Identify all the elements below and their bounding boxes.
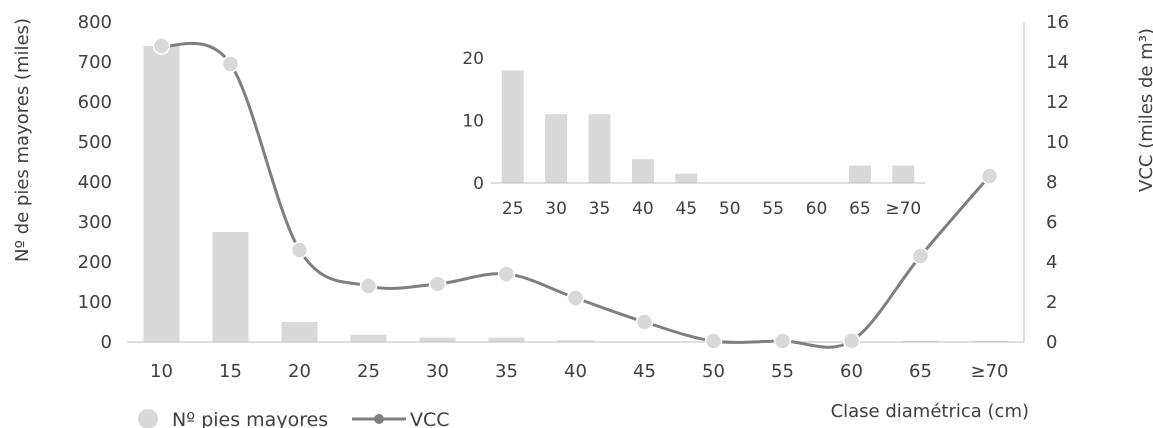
x-axis-title: Clase diamétrica (cm)	[831, 401, 1029, 422]
vcc-point-≥70	[980, 167, 999, 185]
inset-bar-45	[675, 173, 698, 183]
y-tick-left-0: 0	[101, 332, 112, 353]
y-tick-right-14: 14	[1046, 52, 1069, 73]
vcc-point-55	[773, 332, 792, 350]
vcc-point-45	[635, 313, 654, 331]
vcc-point-10	[152, 37, 171, 55]
inset-x-tick-25: 25	[502, 199, 524, 219]
x-tick-≥70: ≥70	[971, 361, 1009, 382]
inset-x-tick-30: 30	[545, 199, 567, 219]
y-tick-left-400: 400	[78, 172, 112, 193]
inset-x-tick-60: 60	[806, 199, 828, 219]
inset-x-tick-40: 40	[632, 199, 654, 219]
x-tick-45: 45	[633, 361, 656, 382]
x-tick-35: 35	[495, 361, 518, 382]
vcc-point-15	[221, 55, 240, 73]
inset-x-tick-45: 45	[675, 199, 697, 219]
inset-x-tick-35: 35	[589, 199, 611, 219]
vcc-point-40	[566, 289, 585, 307]
y-tick-left-500: 500	[78, 132, 112, 153]
x-tick-30: 30	[426, 361, 449, 382]
vcc-point-60	[842, 332, 861, 350]
bar-pies-20	[281, 322, 318, 342]
inset-bar-25	[501, 70, 524, 183]
inset-bar-30	[545, 114, 568, 183]
legend: Nº pies mayores VCC	[138, 409, 450, 428]
y-tick-right-4: 4	[1046, 252, 1057, 273]
bar-pies-30	[419, 337, 456, 342]
x-tick-55: 55	[771, 361, 794, 382]
legend-vcc-label: VCC	[410, 409, 450, 428]
bar-pies-≥70	[971, 340, 1008, 342]
legend-pies-marker	[138, 409, 158, 428]
y-tick-right-0: 0	[1046, 332, 1057, 353]
x-tick-60: 60	[840, 361, 863, 382]
y-tick-right-2: 2	[1046, 292, 1057, 313]
bar-pies-35	[488, 337, 525, 342]
main-plot: 0100200300400500600700800024681012141610…	[12, 12, 1153, 422]
y-tick-right-12: 12	[1046, 92, 1069, 113]
y-tick-left-700: 700	[78, 52, 112, 73]
y-tick-left-800: 800	[78, 12, 112, 33]
vcc-point-30	[428, 275, 447, 293]
inset-bar-65	[848, 165, 871, 183]
x-tick-20: 20	[288, 361, 311, 382]
inset-plot: 0 10 20 25 30 35 40 45 50 55 60 65 ≥70	[462, 49, 925, 219]
y-tick-left-200: 200	[78, 252, 112, 273]
inset-x-tick-50: 50	[719, 199, 741, 219]
legend-pies-label: Nº pies mayores	[172, 409, 328, 428]
y-tick-left-100: 100	[78, 292, 112, 313]
x-tick-25: 25	[357, 361, 380, 382]
y-tick-left-600: 600	[78, 92, 112, 113]
y-tick-right-10: 10	[1046, 132, 1069, 153]
y-tick-left-300: 300	[78, 212, 112, 233]
inset-y-tick-10: 10	[462, 112, 484, 132]
y-tick-right-8: 8	[1046, 172, 1057, 193]
vcc-point-20	[290, 241, 309, 259]
vcc-point-50	[704, 332, 723, 350]
bar-pies-10	[143, 46, 180, 342]
inset-y-tick-20: 20	[462, 49, 484, 69]
inset-x-tick-≥70: ≥70	[885, 199, 921, 219]
y-tick-right-16: 16	[1046, 12, 1069, 33]
vcc-point-25	[359, 277, 378, 295]
inset-bar-35	[588, 114, 611, 183]
inset-x-tick-55: 55	[762, 199, 784, 219]
x-tick-40: 40	[564, 361, 587, 382]
y-axis-title-right: VCC (miles de m³)	[1136, 28, 1153, 192]
inset-bar-40	[631, 159, 654, 183]
bar-pies-25	[350, 334, 387, 342]
inset-x-tick-65: 65	[849, 199, 871, 219]
x-tick-10: 10	[150, 361, 173, 382]
x-tick-15: 15	[219, 361, 242, 382]
vcc-point-65	[911, 247, 930, 265]
y-axis-title-left: Nº de pies mayores (miles)	[12, 18, 33, 262]
vcc-point-35	[497, 265, 516, 283]
x-tick-65: 65	[909, 361, 932, 382]
inset-bar-≥70	[892, 165, 915, 183]
bar-pies-15	[212, 232, 249, 342]
inset-y-tick-0: 0	[473, 174, 484, 194]
x-tick-50: 50	[702, 361, 725, 382]
y-tick-right-6: 6	[1046, 212, 1057, 233]
bar-pies-40	[557, 340, 594, 342]
legend-vcc-marker	[374, 414, 384, 424]
bar-pies-65	[902, 340, 939, 342]
